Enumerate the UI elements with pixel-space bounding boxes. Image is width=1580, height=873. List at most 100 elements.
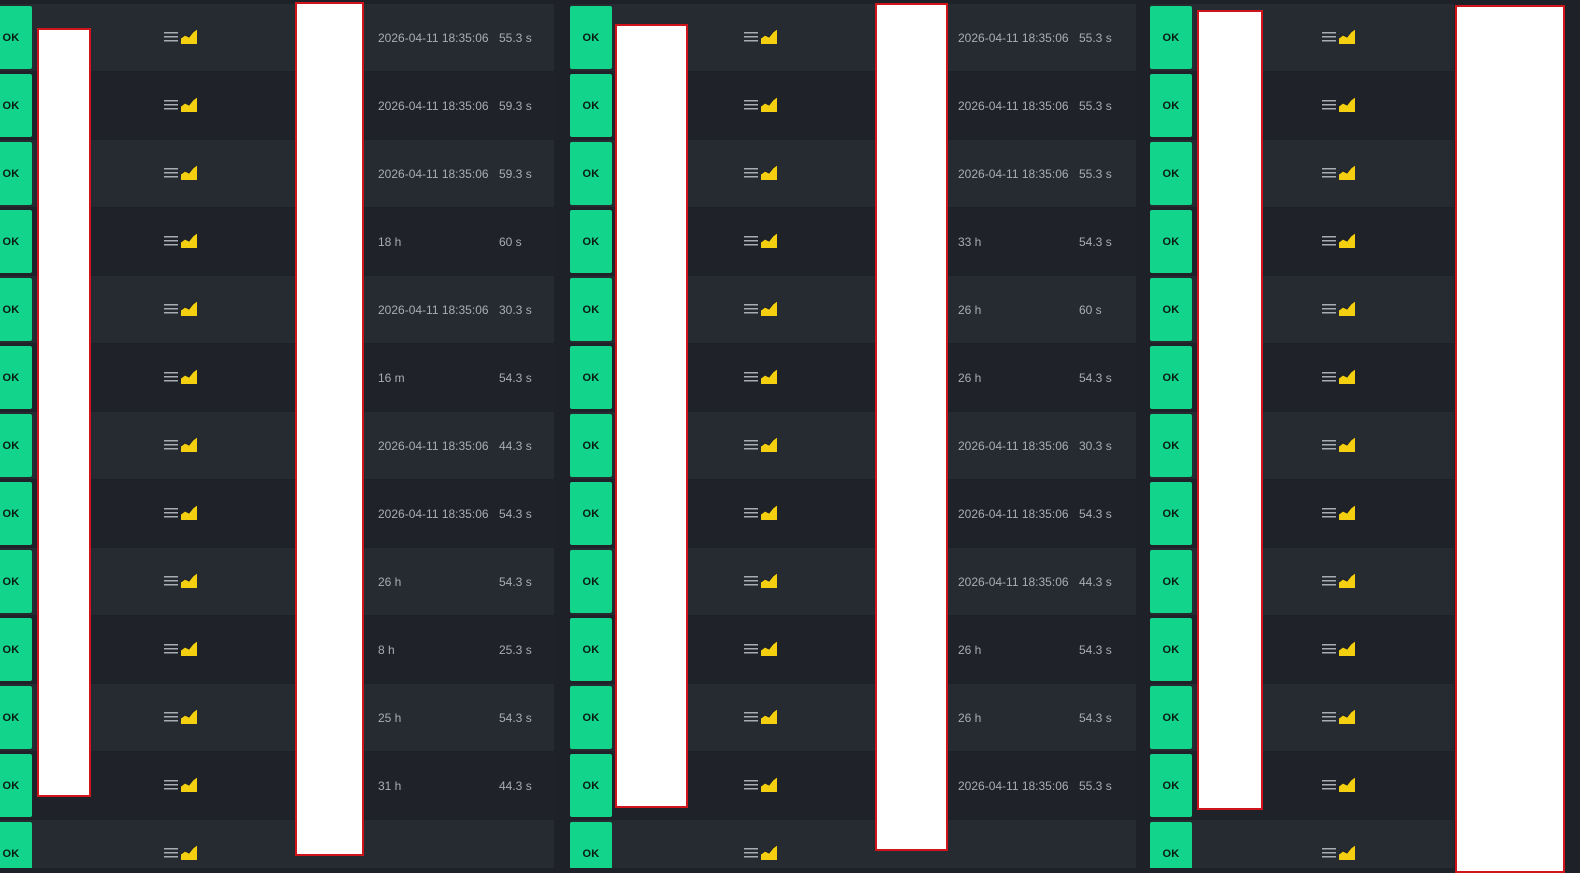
chart-icon[interactable] (1339, 29, 1355, 44)
chart-icon[interactable] (1339, 777, 1355, 792)
chart-icon[interactable] (1339, 369, 1355, 384)
status-badge[interactable]: OK (1150, 482, 1192, 545)
chart-icon[interactable] (181, 165, 197, 180)
status-badge[interactable]: OK (570, 210, 612, 273)
chart-icon[interactable] (181, 845, 197, 860)
table-row[interactable]: OK 2026-04-11 18:35:06 55.3 s (0, 4, 554, 71)
menu-icon[interactable] (1322, 643, 1336, 655)
menu-icon[interactable] (164, 507, 178, 519)
menu-icon[interactable] (744, 847, 758, 859)
chart-icon[interactable] (1339, 709, 1355, 724)
menu-icon[interactable] (1322, 439, 1336, 451)
chart-icon[interactable] (761, 165, 777, 180)
menu-icon[interactable] (164, 847, 178, 859)
status-badge[interactable]: OK (1150, 346, 1192, 409)
status-badge[interactable]: OK (570, 754, 612, 817)
status-badge[interactable]: OK (1150, 822, 1192, 868)
menu-icon[interactable] (1322, 303, 1336, 315)
status-badge[interactable]: OK (570, 74, 612, 137)
status-badge[interactable]: OK (0, 754, 32, 817)
table-row[interactable]: OK (1150, 276, 1454, 343)
chart-icon[interactable] (181, 437, 197, 452)
table-row[interactable]: OK (1150, 480, 1454, 547)
chart-icon[interactable] (1339, 233, 1355, 248)
chart-icon[interactable] (1339, 165, 1355, 180)
table-row[interactable]: OK (1150, 752, 1454, 819)
chart-icon[interactable] (761, 777, 777, 792)
status-badge[interactable]: OK (1150, 74, 1192, 137)
status-badge[interactable]: OK (0, 822, 32, 868)
status-badge[interactable]: OK (1150, 414, 1192, 477)
menu-icon[interactable] (164, 371, 178, 383)
chart-icon[interactable] (761, 845, 777, 860)
status-badge[interactable]: OK (570, 618, 612, 681)
chart-icon[interactable] (181, 29, 197, 44)
status-badge[interactable]: OK (570, 550, 612, 613)
status-badge[interactable]: OK (570, 686, 612, 749)
menu-icon[interactable] (1322, 575, 1336, 587)
status-badge[interactable]: OK (0, 482, 32, 545)
menu-icon[interactable] (744, 303, 758, 315)
menu-icon[interactable] (1322, 711, 1336, 723)
chart-icon[interactable] (1339, 505, 1355, 520)
chart-icon[interactable] (761, 233, 777, 248)
chart-icon[interactable] (761, 709, 777, 724)
menu-icon[interactable] (744, 235, 758, 247)
status-badge[interactable]: OK (570, 482, 612, 545)
menu-icon[interactable] (744, 507, 758, 519)
status-badge[interactable]: OK (570, 346, 612, 409)
chart-icon[interactable] (181, 369, 197, 384)
table-row[interactable]: OK 25 h 54.3 s (0, 684, 554, 751)
menu-icon[interactable] (1322, 99, 1336, 111)
table-row[interactable]: OK 2026-04-11 18:35:06 59.3 s (0, 72, 554, 139)
menu-icon[interactable] (164, 643, 178, 655)
table-row[interactable]: OK (1150, 616, 1454, 683)
menu-icon[interactable] (744, 167, 758, 179)
status-badge[interactable]: OK (1150, 618, 1192, 681)
table-row[interactable]: OK 2026-04-11 18:35:06 30.3 s (0, 276, 554, 343)
status-badge[interactable]: OK (570, 142, 612, 205)
menu-icon[interactable] (1322, 779, 1336, 791)
chart-icon[interactable] (1339, 845, 1355, 860)
table-row[interactable]: OK 2026-04-11 18:35:06 44.3 s (0, 412, 554, 479)
table-row[interactable]: OK 2026-04-11 18:35:06 59.3 s (0, 140, 554, 207)
menu-icon[interactable] (1322, 167, 1336, 179)
chart-icon[interactable] (1339, 301, 1355, 316)
menu-icon[interactable] (1322, 371, 1336, 383)
menu-icon[interactable] (164, 303, 178, 315)
table-row[interactable]: OK 2026-04-11 18:35:06 30.3 s (570, 412, 1136, 479)
chart-icon[interactable] (761, 301, 777, 316)
status-badge[interactable]: OK (1150, 550, 1192, 613)
table-row[interactable]: OK (1150, 72, 1454, 139)
menu-icon[interactable] (744, 575, 758, 587)
status-badge[interactable]: OK (0, 618, 32, 681)
status-badge[interactable]: OK (0, 686, 32, 749)
status-badge[interactable]: OK (0, 414, 32, 477)
menu-icon[interactable] (164, 439, 178, 451)
chart-icon[interactable] (761, 369, 777, 384)
table-row[interactable]: OK 31 h 44.3 s (0, 752, 554, 819)
status-badge[interactable]: OK (0, 142, 32, 205)
table-row[interactable]: OK 18 h 60 s (0, 208, 554, 275)
table-row[interactable]: OK (1150, 4, 1454, 71)
chart-icon[interactable] (181, 233, 197, 248)
chart-icon[interactable] (181, 301, 197, 316)
status-badge[interactable]: OK (0, 550, 32, 613)
chart-icon[interactable] (761, 97, 777, 112)
menu-icon[interactable] (1322, 847, 1336, 859)
table-row[interactable]: OK (1150, 412, 1454, 479)
status-badge[interactable]: OK (1150, 278, 1192, 341)
chart-icon[interactable] (1339, 97, 1355, 112)
status-badge[interactable]: OK (1150, 210, 1192, 273)
table-row[interactable]: OK (0, 820, 554, 868)
chart-icon[interactable] (181, 573, 197, 588)
status-badge[interactable]: OK (1150, 686, 1192, 749)
menu-icon[interactable] (744, 31, 758, 43)
table-row[interactable]: OK 8 h 25.3 s (0, 616, 554, 683)
chart-icon[interactable] (181, 505, 197, 520)
menu-icon[interactable] (744, 711, 758, 723)
menu-icon[interactable] (164, 99, 178, 111)
menu-icon[interactable] (744, 439, 758, 451)
table-row[interactable]: OK (1150, 820, 1454, 868)
table-row[interactable]: OK 2026-04-11 18:35:06 54.3 s (0, 480, 554, 547)
